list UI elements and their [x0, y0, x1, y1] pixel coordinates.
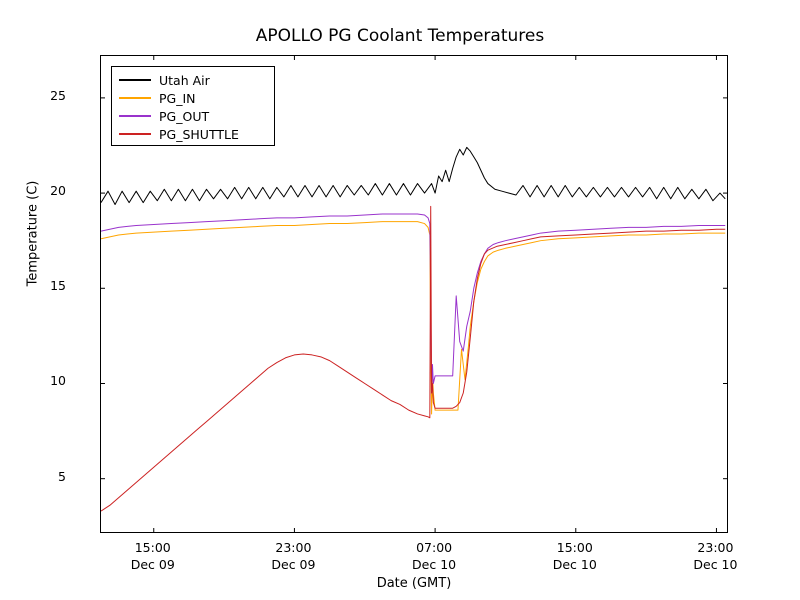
- y-tick-label: 10: [50, 373, 66, 389]
- legend-item: Utah Air: [112, 71, 274, 89]
- x-tick-label: 23:00 Dec 09: [233, 539, 353, 573]
- x-tick-time: 15:00: [134, 540, 171, 555]
- x-tick-time: 07:00: [416, 540, 453, 555]
- y-axis-label: Temperature (C): [25, 180, 41, 287]
- x-tick-label: 23:00 Dec 10: [655, 539, 775, 573]
- series-line: [101, 213, 726, 394]
- legend-item: PG_SHUTTLE: [112, 125, 274, 143]
- x-tick-label: 15:00 Dec 09: [93, 539, 213, 573]
- series-line: [101, 205, 726, 512]
- x-tick-date: Dec 10: [552, 557, 597, 572]
- plot-area: [100, 55, 728, 533]
- x-tick-time: 23:00: [697, 540, 734, 555]
- x-tick-time: 23:00: [275, 540, 312, 555]
- legend-label: PG_SHUTTLE: [159, 126, 239, 142]
- legend-swatch-icon: [119, 97, 151, 99]
- chart-title: APOLLO PG Coolant Temperatures: [255, 26, 545, 46]
- series-line: [101, 221, 726, 415]
- legend-label: PG_OUT: [159, 108, 210, 124]
- x-tick-date: Dec 10: [693, 557, 738, 572]
- legend: Utah Air PG_IN PG_OUT PG_SHUTTLE: [111, 66, 275, 146]
- x-tick-time: 15:00: [556, 540, 593, 555]
- x-tick-date: Dec 09: [130, 557, 175, 572]
- legend-label: PG_IN: [159, 90, 196, 106]
- legend-item: PG_IN: [112, 89, 274, 107]
- x-tick-label: 15:00 Dec 10: [515, 539, 635, 573]
- legend-swatch-icon: [119, 79, 151, 81]
- y-tick-label: 20: [50, 183, 66, 199]
- x-axis-label: Date (GMT): [376, 576, 452, 591]
- plot-lines: [101, 56, 727, 532]
- legend-item: PG_OUT: [112, 107, 274, 125]
- x-tick-label: 07:00 Dec 10: [374, 539, 494, 573]
- legend-swatch-icon: [119, 115, 151, 117]
- legend-swatch-icon: [119, 133, 151, 135]
- y-tick-label: 25: [50, 87, 66, 103]
- y-tick-label: 15: [50, 278, 66, 294]
- x-tick-date: Dec 09: [271, 557, 316, 572]
- y-tick-label: 5: [58, 468, 66, 484]
- series-line: [101, 146, 726, 206]
- x-tick-date: Dec 10: [412, 557, 457, 572]
- legend-label: Utah Air: [159, 72, 210, 88]
